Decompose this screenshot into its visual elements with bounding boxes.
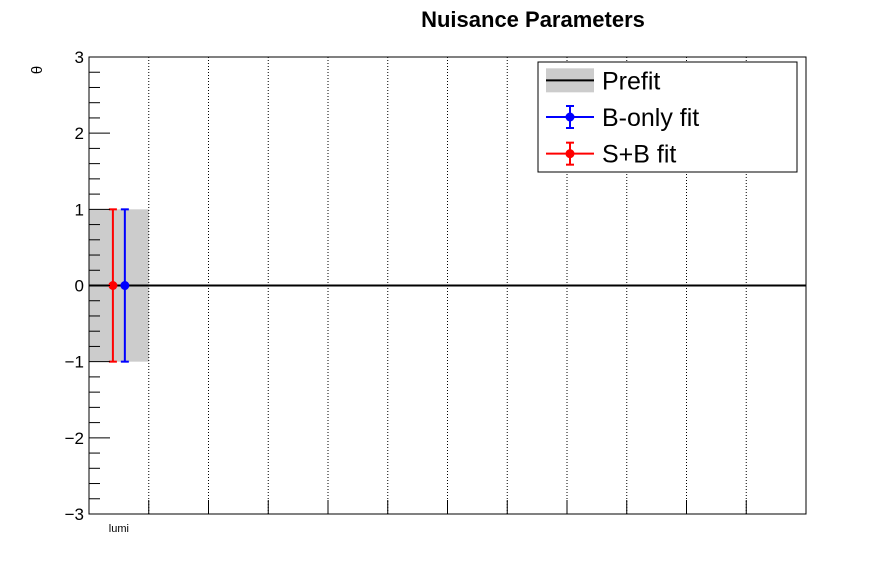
y-tick-label: 3 [75, 48, 84, 67]
legend-prefit-label: Prefit [602, 67, 660, 95]
data-point [108, 281, 118, 290]
y-tick-label: −3 [65, 505, 84, 524]
y-tick-label: −2 [65, 429, 84, 448]
chart-title: Nuisance Parameters [421, 7, 645, 32]
legend-series-label: S+B fit [602, 141, 676, 169]
y-tick-label: 1 [75, 200, 84, 219]
legend-marker-point [565, 149, 575, 159]
legend-marker-point [565, 112, 575, 122]
legend-series-label: B-only fit [602, 104, 699, 132]
y-tick-label: −1 [65, 353, 84, 372]
y-tick-label: 0 [75, 277, 84, 296]
data-point [120, 281, 130, 290]
y-tick-label: 2 [75, 124, 84, 143]
y-axis-label: θ [29, 66, 46, 74]
category-label: lumi [109, 523, 129, 535]
